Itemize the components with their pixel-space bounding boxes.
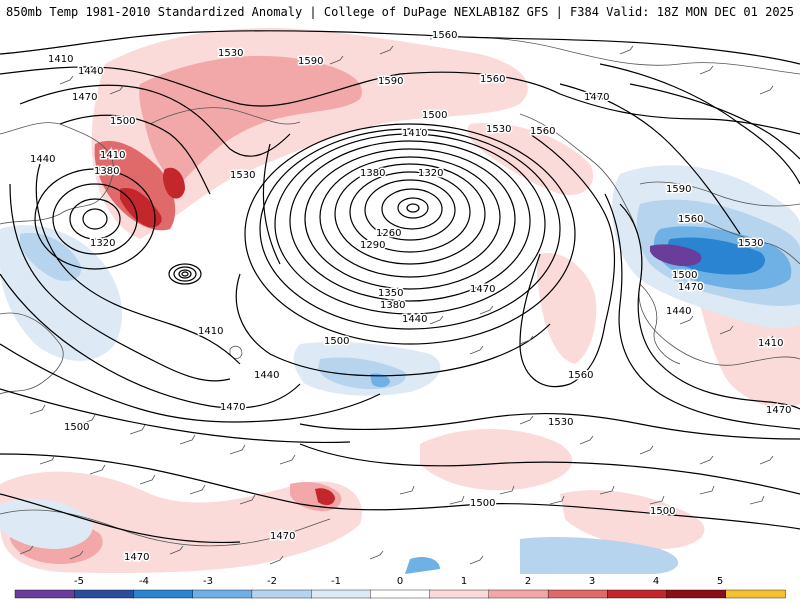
- cold-anomaly-shading: [0, 165, 800, 574]
- contour-label: 1380: [360, 168, 385, 179]
- colorbar-tick: -2: [267, 576, 277, 587]
- colorbar-swatch: [311, 589, 372, 599]
- contour-label: 1440: [78, 66, 103, 77]
- contour-label: 1560: [480, 74, 505, 85]
- contour-label: 1410: [48, 54, 73, 65]
- colorbar-swatch: [547, 589, 608, 599]
- colorbar-swatch: [73, 589, 135, 599]
- contour-label: 1560: [530, 126, 555, 137]
- colorbar-swatch: [666, 589, 727, 599]
- map-canvas: 1560 1530 1590 1410 1440 1470 1500 1590 …: [0, 28, 800, 574]
- colorbar-tick: 3: [589, 576, 595, 587]
- contour-label: 1410: [100, 150, 125, 161]
- contour-label: 1530: [738, 238, 763, 249]
- contour-label: 1470: [766, 405, 791, 416]
- colorbar-swatch: [488, 589, 549, 599]
- contour-label: 1470: [584, 92, 609, 103]
- contour-label: 1260: [376, 228, 401, 239]
- colorbar-swatch: [607, 589, 668, 599]
- contour-label: 1440: [30, 154, 55, 165]
- height-contours: [0, 30, 800, 544]
- contour-label: 1470: [220, 402, 245, 413]
- colorbar-tick: -5: [74, 576, 84, 587]
- colorbar-swatch: [429, 589, 490, 599]
- colorbar-swatch: [251, 589, 312, 599]
- contour-label: 1500: [110, 116, 135, 127]
- product-title: 850mb Temp 1981-2010 Standardized Anomal…: [6, 5, 498, 19]
- colorbar-tick: 2: [525, 576, 531, 587]
- colorbar-tick: 1: [461, 576, 467, 587]
- contour-label: 1500: [650, 506, 675, 517]
- contour-label: 1500: [324, 336, 349, 347]
- colorbar-swatch: [725, 589, 786, 599]
- contour-label: 1590: [378, 76, 403, 87]
- contour-label: 1440: [666, 306, 691, 317]
- wind-barbs: [19, 45, 774, 565]
- contour-label: 1470: [270, 531, 295, 542]
- contour-label: 1440: [402, 314, 427, 325]
- colorbar-tick-labels: -5 -4 -3 -2 -1 0 1 2 3 4 5: [74, 576, 723, 587]
- contour-label: 1560: [568, 370, 593, 381]
- contour-label: 1440: [254, 370, 279, 381]
- contour-label: 1530: [548, 417, 573, 428]
- contour-label: 1350: [378, 288, 403, 299]
- contour-label: 1380: [94, 166, 119, 177]
- colorbar-tick: 4: [653, 576, 659, 587]
- contour-label: 1410: [402, 128, 427, 139]
- contour-label: 1380: [380, 300, 405, 311]
- colorbar-swatch: [133, 589, 194, 599]
- contour-label: 1410: [198, 326, 223, 337]
- colorbar-tick: 0: [397, 576, 403, 587]
- contour-label: 1470: [124, 552, 149, 563]
- contour-label: 1470: [72, 92, 97, 103]
- colorbar-swatch: [370, 589, 431, 599]
- colorbar-canvas: -5 -4 -3 -2 -1 0 1 2 3 4 5: [14, 576, 786, 599]
- colorbar-tick: 5: [717, 576, 723, 587]
- header-bar: 850mb Temp 1981-2010 Standardized Anomal…: [0, 0, 800, 24]
- contour-label: 1320: [90, 238, 115, 249]
- contour-label: 1560: [678, 214, 703, 225]
- contour-label: 1320: [418, 168, 443, 179]
- colorbar-tick: -1: [331, 576, 341, 587]
- colorbar-swatch: [14, 589, 75, 599]
- contour-label: 1500: [470, 498, 495, 509]
- contour-label: 1500: [422, 110, 447, 121]
- contour-label: 1560: [432, 30, 457, 41]
- contour-label: 1290: [360, 240, 385, 251]
- contour-label: 1530: [230, 170, 255, 181]
- contour-labels: 1560 1530 1590 1410 1440 1470 1500 1590 …: [29, 29, 793, 565]
- contour-label: 1590: [298, 56, 323, 67]
- colorbar-tick: -3: [203, 576, 213, 587]
- anomaly-map: 1560 1530 1590 1410 1440 1470 1500 1590 …: [0, 24, 800, 574]
- contour-label: 1470: [470, 284, 495, 295]
- contour-label: 1500: [672, 270, 697, 281]
- contour-label: 1530: [486, 124, 511, 135]
- colorbar-swatches: [14, 589, 786, 599]
- contour-label: 1590: [666, 184, 691, 195]
- contour-label: 1530: [218, 48, 243, 59]
- contour-label: 1470: [678, 282, 703, 293]
- anomaly-colorbar: -5 -4 -3 -2 -1 0 1 2 3 4 5: [0, 574, 800, 600]
- colorbar-tick: -4: [139, 576, 149, 587]
- contour-label: 1500: [64, 422, 89, 433]
- contour-label: 1410: [758, 338, 783, 349]
- model-run-label: 18Z GFS | F384 Valid: 18Z MON DEC 01 202…: [497, 5, 794, 19]
- colorbar-swatch: [192, 589, 253, 599]
